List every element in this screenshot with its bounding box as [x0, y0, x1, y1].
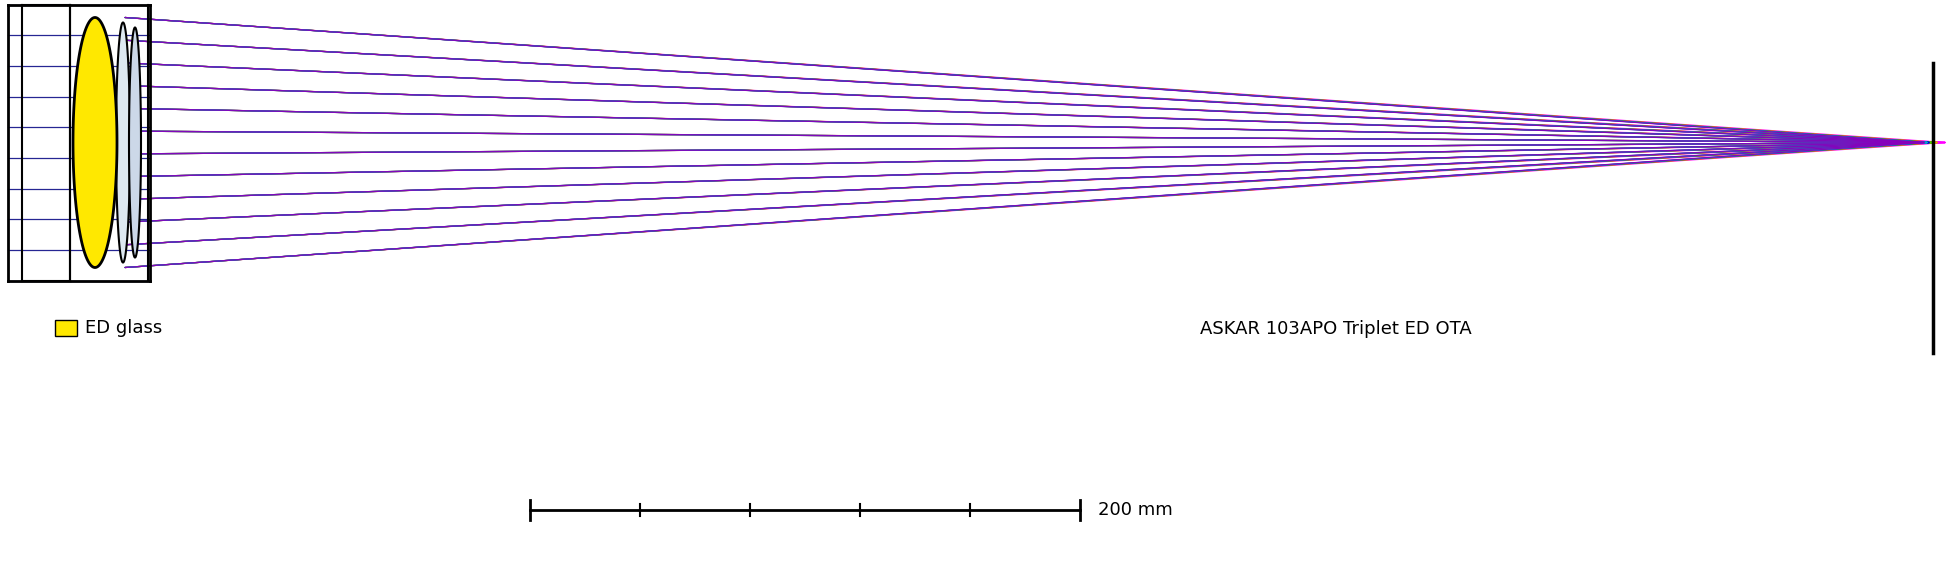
Bar — [55, 320, 78, 336]
Polygon shape — [72, 17, 117, 267]
Text: ED glass: ED glass — [86, 319, 162, 337]
Polygon shape — [117, 22, 131, 262]
Text: ASKAR 103APO Triplet ED OTA: ASKAR 103APO Triplet ED OTA — [1200, 320, 1473, 338]
Polygon shape — [129, 28, 140, 258]
Text: 200 mm: 200 mm — [1099, 501, 1173, 519]
